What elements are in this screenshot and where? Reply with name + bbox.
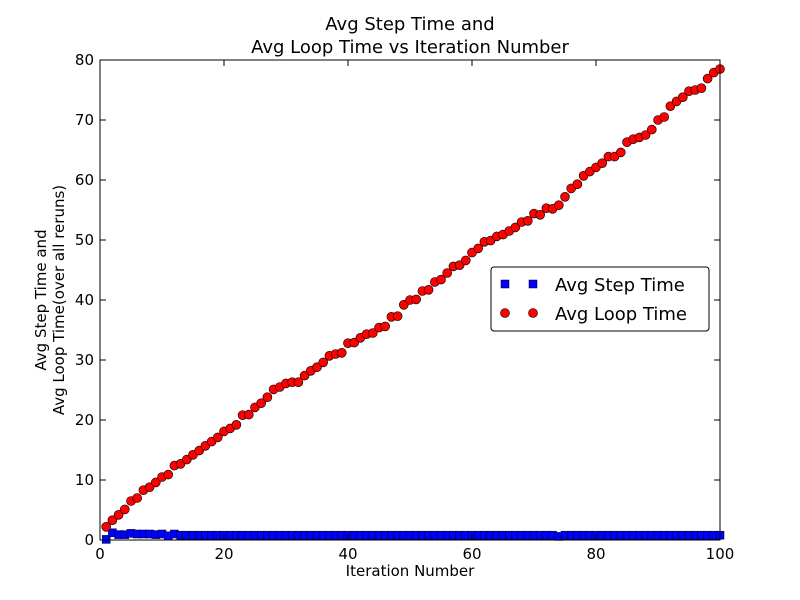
loop-time-point bbox=[442, 268, 453, 278]
loop-time-point bbox=[659, 112, 670, 122]
x-tick-label: 100 bbox=[706, 545, 735, 563]
loop-time-point bbox=[460, 255, 471, 266]
y-tick-label: 10 bbox=[75, 471, 94, 489]
loop-time-point bbox=[336, 347, 347, 358]
y-tick-label: 80 bbox=[75, 51, 94, 69]
chart-title-line-1: Avg Step Time and bbox=[325, 14, 494, 35]
plot-area bbox=[101, 64, 725, 544]
loop-time-point bbox=[572, 179, 583, 189]
x-tick-label: 0 bbox=[95, 545, 105, 563]
y-axis-label-line-2: Avg Loop Time(over all reruns) bbox=[50, 185, 68, 415]
x-tick-label: 80 bbox=[586, 545, 605, 563]
y-tick-label: 30 bbox=[75, 351, 94, 369]
loop-time-point bbox=[244, 409, 254, 420]
loop-time-point bbox=[553, 200, 564, 210]
axis-ticks: 0 20 40 60 80 100 0 10 20 30 40 50 60 70 80 bbox=[75, 51, 734, 563]
x-tick-label: 60 bbox=[462, 545, 481, 563]
legend-label-loop: Avg Loop Time bbox=[555, 304, 687, 325]
loop-time-point bbox=[560, 192, 570, 202]
loop-time-point bbox=[677, 92, 688, 102]
step-time-point bbox=[101, 535, 111, 544]
loop-time-point bbox=[510, 222, 521, 233]
legend-box bbox=[490, 266, 710, 332]
loop-time-point bbox=[151, 477, 161, 488]
loop-time-point bbox=[615, 147, 626, 158]
loop-time-point bbox=[367, 328, 378, 338]
y-tick-label: 70 bbox=[75, 111, 94, 129]
loop-time-point bbox=[423, 284, 434, 295]
loop-time-point bbox=[436, 274, 446, 285]
loop-time-point bbox=[163, 469, 173, 480]
loop-time-point bbox=[640, 130, 651, 140]
loop-time-point bbox=[101, 521, 111, 532]
loop-time-point bbox=[522, 216, 533, 226]
loop-time-point bbox=[213, 432, 223, 443]
loop-time-point bbox=[293, 377, 304, 388]
loop-time-point bbox=[256, 398, 267, 409]
loop-time-point bbox=[473, 243, 484, 254]
loop-time-point bbox=[392, 311, 403, 322]
y-tick-label: 50 bbox=[75, 231, 94, 249]
loop-time-point bbox=[702, 73, 713, 84]
loop-time-point bbox=[107, 515, 118, 526]
x-axis-label: Iteration Number bbox=[346, 562, 475, 580]
y-tick-label: 40 bbox=[75, 291, 94, 309]
legend-marker-loop bbox=[500, 308, 538, 318]
y-tick-label: 20 bbox=[75, 411, 94, 429]
y-tick-label: 0 bbox=[84, 531, 94, 549]
loop-time-point bbox=[113, 509, 124, 520]
loop-time-point bbox=[231, 419, 242, 430]
loop-time-point bbox=[132, 493, 142, 503]
x-tick-label: 20 bbox=[214, 545, 233, 563]
loop-time-point bbox=[262, 392, 273, 403]
loop-time-point bbox=[535, 210, 546, 220]
loop-time-point bbox=[696, 83, 707, 93]
y-axis-label-line-1: Avg Step Time and bbox=[32, 229, 50, 370]
loop-time-point bbox=[120, 504, 130, 515]
loop-time-point bbox=[380, 321, 391, 332]
loop-time-point bbox=[597, 158, 608, 168]
legend-label-step: Avg Step Time bbox=[555, 275, 685, 296]
series-avg-loop-time bbox=[101, 64, 725, 532]
x-tick-label: 40 bbox=[338, 545, 357, 563]
series-avg-step-time bbox=[101, 528, 725, 544]
legend: Avg Step Time Avg Loop Time bbox=[490, 266, 710, 332]
loop-time-point bbox=[318, 357, 329, 368]
loop-time-point bbox=[411, 294, 422, 305]
y-tick-label: 60 bbox=[75, 171, 94, 189]
legend-marker-step bbox=[500, 279, 538, 289]
chart-title-line-2: Avg Loop Time vs Iteration Number bbox=[251, 37, 569, 58]
loop-time-point bbox=[646, 124, 657, 135]
